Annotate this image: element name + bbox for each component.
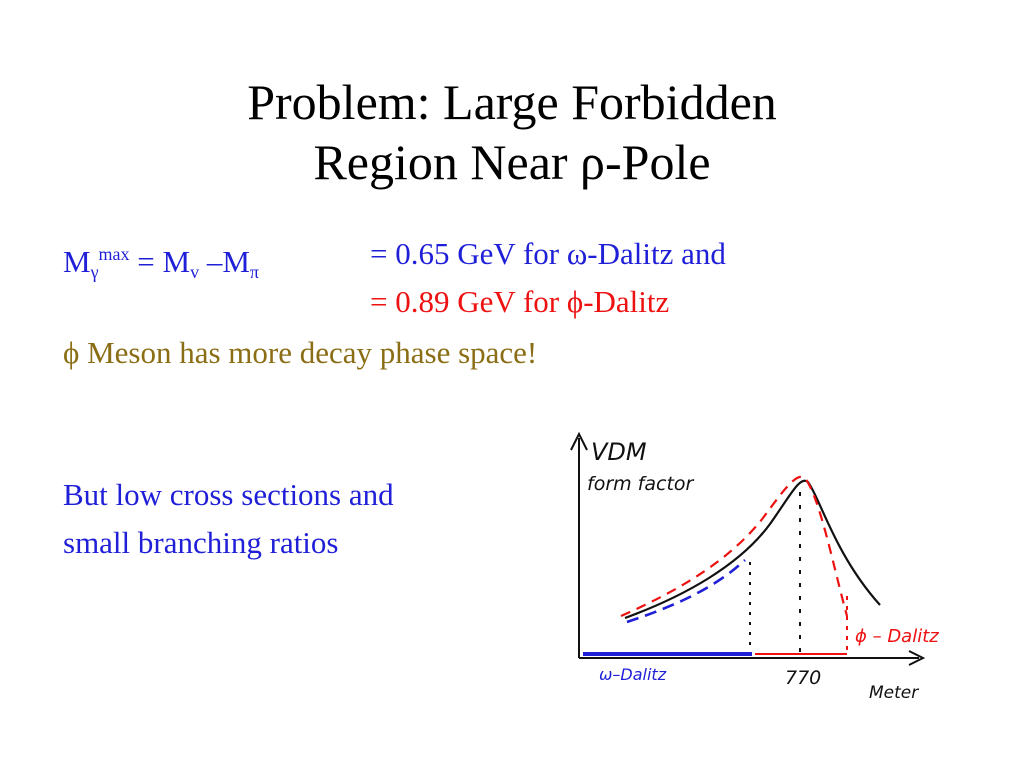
note-line-2: small branching ratios: [63, 525, 339, 560]
gamma-subscript: γ: [90, 262, 99, 282]
pi-subscript: π: [249, 262, 260, 282]
omega-dalitz-curve: [626, 559, 746, 624]
x-axis-label: Meter: [869, 683, 919, 703]
m-symbol: M: [63, 244, 91, 279]
vdm-label: VDM: [591, 438, 647, 466]
omega-dalitz-line: = 0.65 GeV for ω-Dalitz and: [370, 236, 726, 272]
omega-dalitz-text: -Dalitz and: [587, 236, 726, 271]
phi-value-text: = 0.89 GeV for: [370, 284, 567, 319]
omega-value-text: = 0.65 GeV for: [370, 236, 567, 271]
title-line-1: Problem: Large Forbidden: [247, 74, 777, 130]
x-axis-arrow: [908, 650, 926, 666]
v-subscript: v: [190, 262, 200, 282]
equals-mv: = M: [129, 244, 191, 279]
phi-dalitz-line: = 0.89 GeV for ϕ-Dalitz: [370, 284, 669, 320]
title-line-2: Region Near ρ-Pole: [0, 132, 1024, 192]
title-line-2-text: Region Near: [313, 134, 581, 190]
phi-dalitz-curve: [620, 475, 849, 618]
y-axis-arrow: [570, 431, 588, 451]
rho-symbol: ρ: [580, 134, 605, 190]
vdm-curve: [624, 479, 881, 620]
omega-symbol: ω: [566, 236, 588, 271]
note-line-1: But low cross sections and: [63, 477, 394, 512]
phi-dalitz-text: -Dalitz: [583, 284, 670, 319]
omega-dalitz-label: ω–Dalitz: [599, 665, 667, 684]
max-superscript: max: [98, 244, 130, 264]
phi-dalitz-label: ϕ – Dalitz: [855, 626, 939, 647]
title-line-2-suffix: -Pole: [604, 134, 711, 190]
phi-meson-symbol: ϕ: [63, 335, 80, 370]
form-factor-label: form factor: [587, 473, 695, 495]
phase-space-text: Meson has more decay phase space!: [79, 335, 538, 370]
slide-title: Problem: Large Forbidden Region Near ρ-P…: [0, 72, 1024, 192]
phase-space-statement: ϕ Meson has more decay phase space!: [63, 335, 537, 371]
formula-mgamma-max: Mγmax = Mv –Mπ: [63, 236, 259, 290]
minus-m: –M: [199, 244, 250, 279]
form-factor-sketch: VDM form factor ϕ – Dalitz ω–Dalitz 770 …: [570, 431, 939, 703]
pole-770-label: 770: [785, 667, 821, 689]
phi-symbol: ϕ: [566, 284, 584, 319]
